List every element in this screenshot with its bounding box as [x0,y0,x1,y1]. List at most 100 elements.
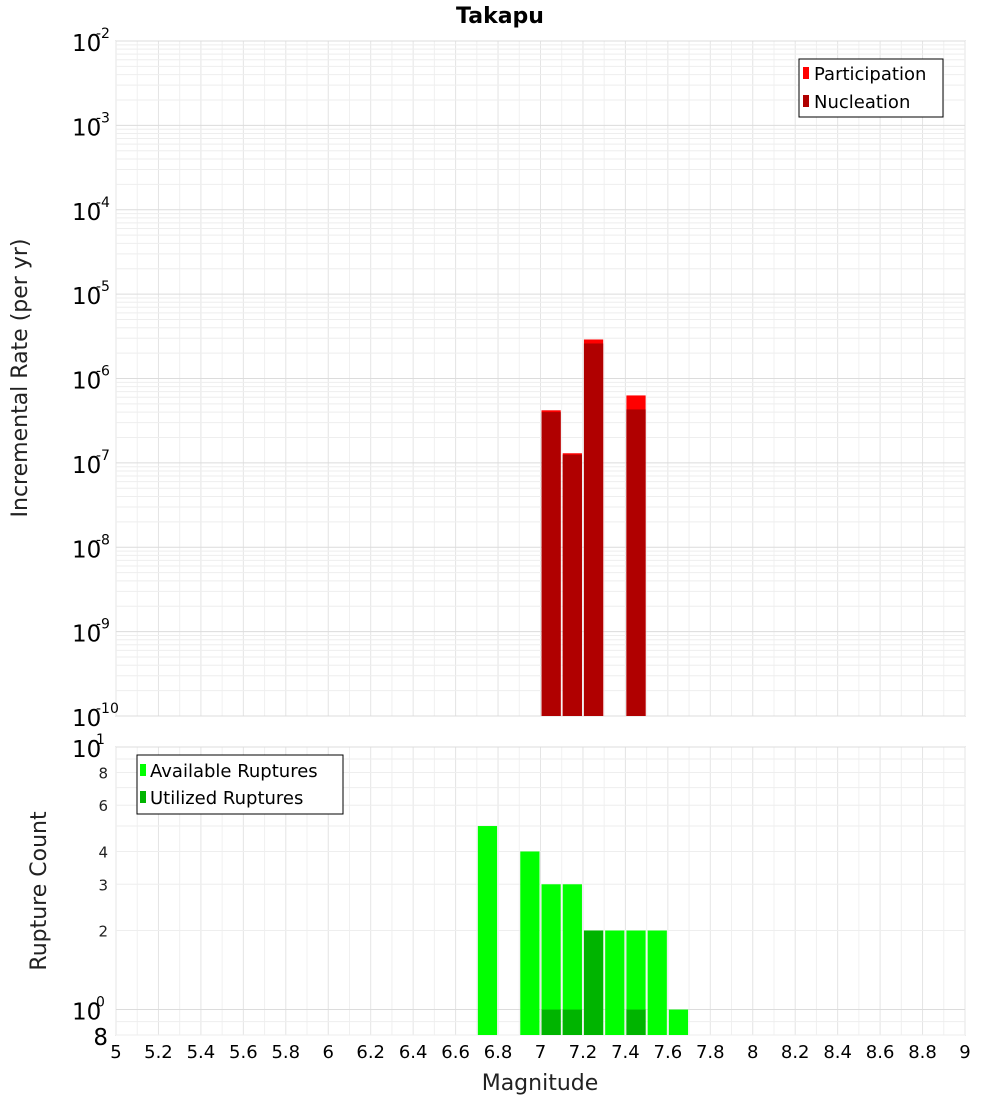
top-y-tick-1em9-base: 10 [72,622,101,648]
x-tick-8: 8 [747,1042,758,1063]
bottom-bar-utilized-ruptures-7_25 [583,930,604,1035]
x-tick-5_4: 5.4 [187,1042,216,1063]
top-y-tick-0_0001: 10-4 [72,195,110,226]
top-y-tick-0_00001-exponent: -5 [96,279,110,295]
top-y-tick-1em8-base: 10 [72,537,101,563]
top-y-tick-1em7-base: 10 [72,453,101,479]
top-y-tick-1em7-exponent: -7 [96,448,110,464]
top-y-tick-1em10: 10-10 [72,701,119,732]
x-tick-5_2: 5.2 [144,1042,173,1063]
legend-swatch-available-ruptures [140,764,146,776]
top-bar-nucleation-7_05 [541,412,561,716]
top-y-tick-1em10-exponent: -10 [96,701,119,717]
top-y-tick-1em10-base: 10 [72,706,101,732]
bottom-y-tick-10-base: 10 [72,737,101,763]
bottom-y-tick-2: 2 [98,923,108,941]
bottom-y-tick-3: 3 [98,876,108,894]
x-tick-6_8: 6.8 [484,1042,513,1063]
bottom-bar-utilized-ruptures-7_45 [626,1009,646,1035]
x-tick-8_8: 8.8 [908,1042,937,1063]
top-y-tick-1em8: 10-8 [72,532,110,563]
top-bar-nucleation-7_45 [626,409,646,716]
chart-title: Takapu [456,4,544,29]
bottom-bar-available-ruptures-7_05 [541,884,561,1035]
top-y-tick-0_001-exponent: -3 [96,110,110,126]
x-tick-8_2: 8.2 [781,1042,810,1063]
x-tick-7_2: 7.2 [569,1042,598,1063]
bottom-bar-available-ruptures-7_35 [605,930,625,1035]
top-y-tick-0_001-base: 10 [72,115,101,141]
legend-swatch-nucleation [803,95,809,107]
top-y-tick-0_001: 10-3 [72,110,110,141]
x-tick-6: 6 [323,1042,334,1063]
top-y-tick-0_00001-base: 10 [72,284,101,310]
legend-label-nucleation: Nucleation [814,92,910,113]
top-y-tick-1em7: 10-7 [72,448,110,479]
x-tick-8_6: 8.6 [866,1042,895,1063]
x-tick-6_2: 6.2 [356,1042,385,1063]
bottom-y-tick-1: 100 [72,995,105,1026]
bottom-bar-utilized-ruptures-7_15 [562,1009,582,1035]
top-bars [541,339,646,716]
top-y-tick-0_01: 10-2 [72,26,110,57]
bottom-bar-utilized-ruptures-7_05 [541,1009,561,1035]
top-y-tick-0_0001-base: 10 [72,200,101,226]
bottom-legend-box [136,754,344,815]
top-y-tick-0_01-exponent: -2 [96,26,110,42]
top-bar-nucleation-7_25 [583,343,604,716]
bottom-bar-available-ruptures-6_75 [477,826,498,1035]
bottom-bar-available-ruptures-7_55 [647,930,667,1035]
x-tick-7_4: 7.4 [611,1042,640,1063]
bottom-y-tick-4: 4 [98,843,108,861]
x-tick-5_8: 5.8 [271,1042,300,1063]
top-bar-nucleation-7_15 [562,454,582,716]
top-y-tick-0_0001-exponent: -4 [96,195,110,211]
legend-swatch-participation [803,67,809,79]
x-tick-5_6: 5.6 [229,1042,258,1063]
x-tick-labels: 5 5.2 5.4 5.6 5.8 6 6.2 6.4 6.6 6.8 7 7.2 7.4 7.6 7.8 8… [110,1042,970,1063]
x-tick-9: 9 [959,1042,970,1063]
x-axis-label: Magnitude [482,1071,599,1096]
bottom-y-tick-0_8: 8 [93,1025,108,1051]
top-y-tick-1em8-exponent: -8 [96,532,110,548]
x-tick-7_8: 7.8 [696,1042,725,1063]
bottom-y-tick-6: 6 [98,797,108,815]
top-y-tick-0_000001-exponent: -6 [96,364,110,380]
top-y-tick-1em9-exponent: -9 [96,617,110,633]
x-tick-6_6: 6.6 [441,1042,470,1063]
legend-label-available-ruptures: Available Ruptures [150,761,318,782]
top-y-tick-1em9: 10-9 [72,617,110,648]
top-y-tick-0_00001: 10-5 [72,279,110,310]
top-legend: Participation Nucleation [798,58,944,118]
top-y-tick-0_000001-base: 10 [72,369,101,395]
bottom-legend: Available Ruptures Utilized Ruptures [136,754,344,815]
bottom-y-tick-10: 101 [72,732,105,763]
legend-label-participation: Participation [814,64,926,85]
legend-label-utilized-ruptures: Utilized Ruptures [150,788,303,809]
bottom-y-tick-10-exponent: 1 [96,732,105,748]
x-tick-5: 5 [110,1042,121,1063]
bottom-y-tick-1-exponent: 0 [96,995,105,1011]
bottom-y-tick-8: 8 [98,764,108,782]
top-y-axis-label: Incremental Rate (per yr) [8,239,33,518]
bottom-y-axis-label: Rupture Count [27,811,52,971]
top-legend-box [798,58,944,118]
bottom-bar-available-ruptures-7_65 [668,1009,689,1035]
x-tick-8_4: 8.4 [823,1042,852,1063]
bottom-bar-available-ruptures-6_95 [520,851,540,1035]
bottom-bar-available-ruptures-7_45 [626,930,646,1035]
top-y-tick-0_01-base: 10 [72,31,101,57]
top-gridlines [115,40,966,717]
x-tick-7_6: 7.6 [654,1042,683,1063]
legend-swatch-utilized-ruptures [140,791,146,803]
x-tick-7: 7 [535,1042,546,1063]
bottom-bar-available-ruptures-7_15 [562,884,582,1035]
top-y-tick-0_000001: 10-6 [72,364,110,395]
bottom-bars [477,826,689,1035]
bottom-y-tick-1-base: 10 [72,1000,101,1026]
